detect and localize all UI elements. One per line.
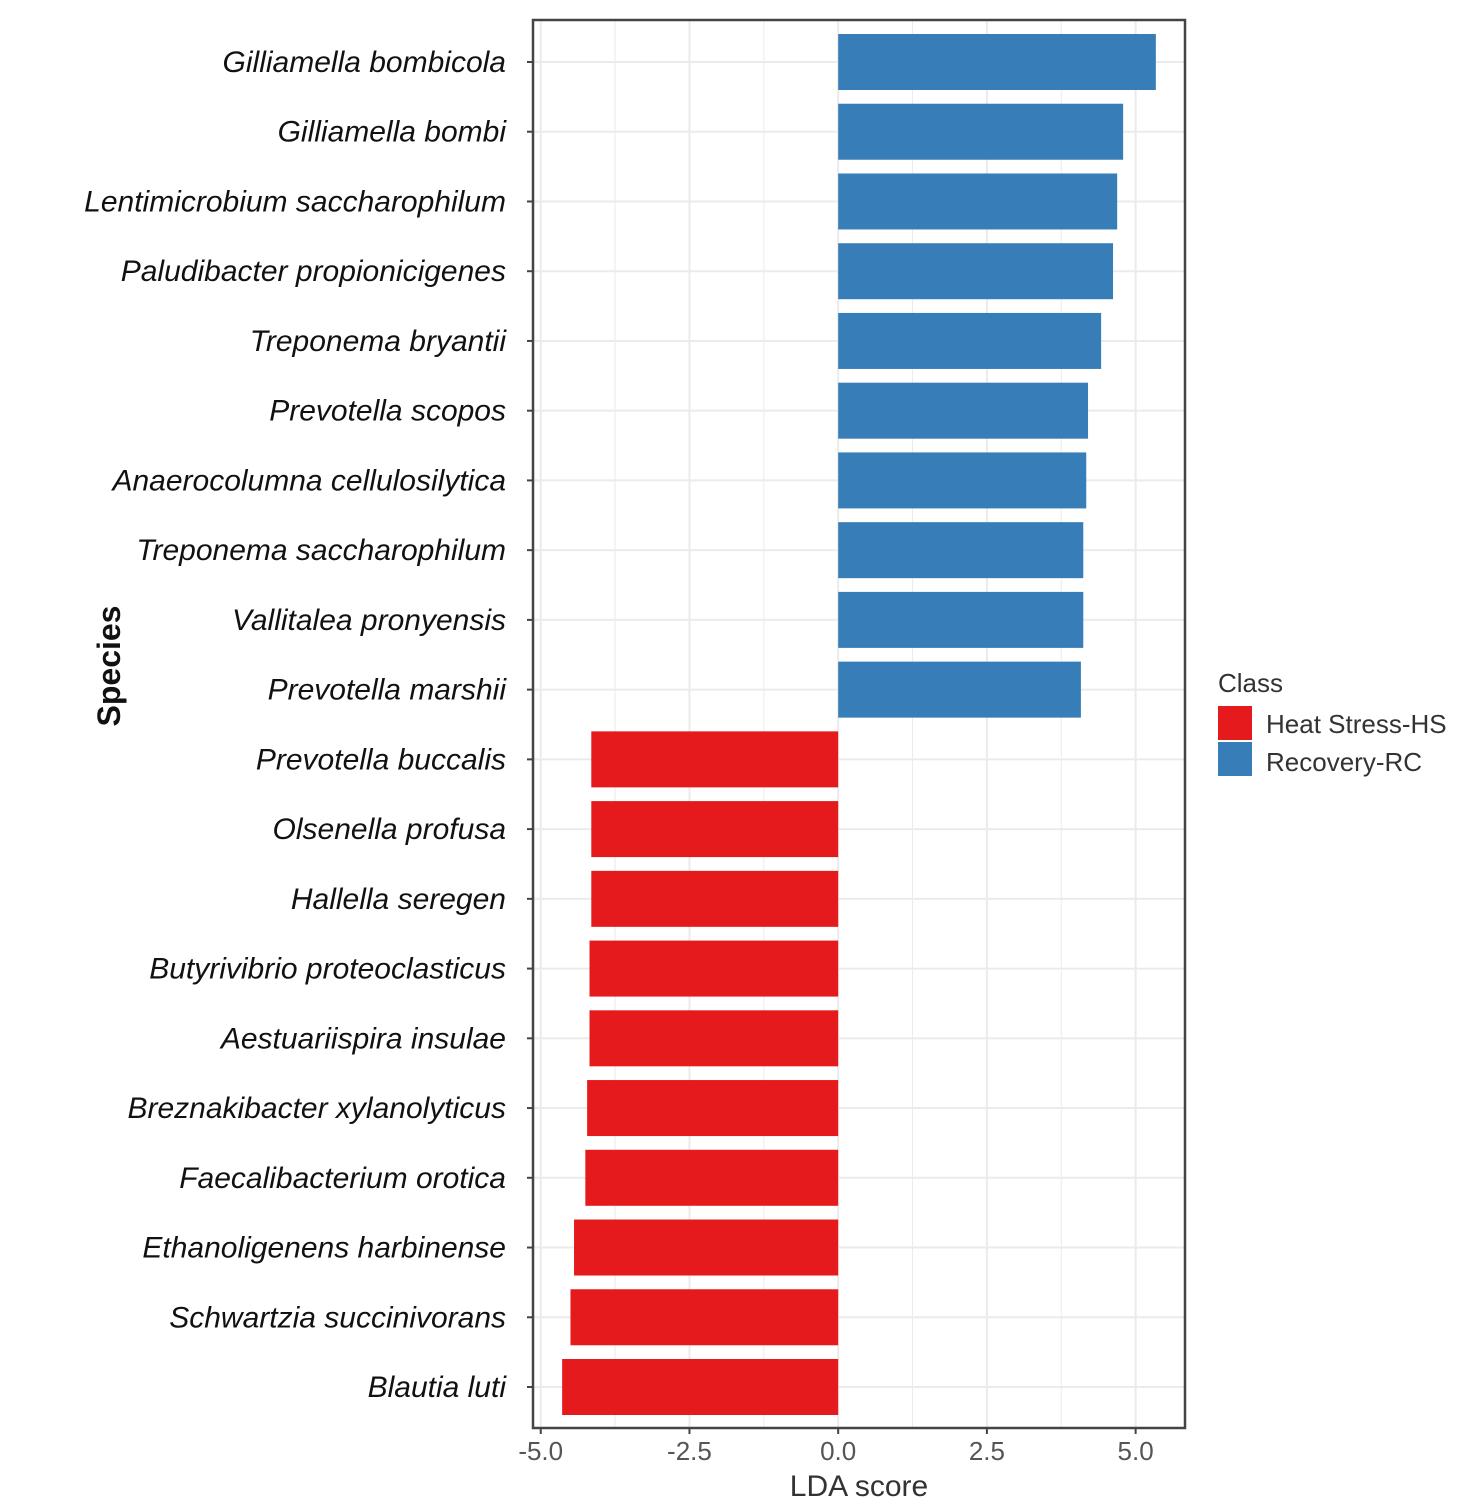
x-tick-label: -2.5 — [667, 1436, 712, 1466]
x-tick-label: -5.0 — [518, 1436, 563, 1466]
bar-breznakibacter-xylanolyticus — [587, 1080, 839, 1137]
bar-treponema-bryantii — [838, 312, 1102, 369]
bar-ethanoligenens-harbinense — [574, 1219, 839, 1276]
bar-butyrivibrio-proteoclasticus — [589, 940, 839, 997]
bar-olsenella-profusa — [591, 801, 839, 858]
bar-faecalibacterium-orotica — [585, 1149, 839, 1206]
y-tick-label: Treponema bryantii — [250, 325, 508, 358]
y-tick-label: Blautia luti — [368, 1371, 508, 1404]
y-tick-label: Prevotella marshii — [268, 674, 508, 707]
y-tick-label: Butyrivibrio proteoclasticus — [149, 953, 506, 986]
bar-treponema-saccharophilum — [838, 522, 1084, 579]
legend: Class Heat Stress-HS Recovery-RC — [1218, 668, 1447, 777]
y-tick-label: Olsenella profusa — [273, 813, 506, 846]
bar-paludibacter-propionicigenes — [838, 243, 1114, 300]
bar-gilliamella-bombicola — [838, 34, 1156, 90]
legend-label-heat-stress: Heat Stress-HS — [1266, 709, 1447, 739]
y-tick-label: Gilliamella bombicola — [223, 46, 506, 79]
x-axis-title: LDA score — [790, 1470, 928, 1503]
y-tick-label: Prevotella buccalis — [256, 743, 506, 776]
y-tick-label: Schwartzia succinivorans — [169, 1301, 506, 1334]
legend-swatch-recovery — [1218, 742, 1252, 776]
y-tick-label: Prevotella scopos — [269, 395, 506, 428]
y-tick-label: Vallitalea pronyensis — [232, 604, 506, 637]
y-tick-label: Ethanoligenens harbinense — [142, 1232, 506, 1265]
y-tick-label: Breznakibacter xylanolyticus — [127, 1092, 506, 1125]
bar-anaerocolumna-cellulosilytica — [838, 452, 1087, 509]
bar-gilliamella-bombi — [838, 103, 1124, 160]
bar-lentimicrobium-saccharophilum — [838, 173, 1118, 230]
x-tick-label: 2.5 — [969, 1436, 1005, 1466]
legend-label-recovery: Recovery-RC — [1266, 747, 1422, 777]
y-tick-label: Hallella seregen — [291, 883, 506, 916]
bars — [562, 34, 1156, 1415]
plot-panel-bg — [533, 20, 1185, 1428]
legend-swatch-heat-stress — [1218, 706, 1252, 740]
plot-panel-border — [531, 18, 1187, 1430]
y-tick-label: Faecalibacterium orotica — [179, 1162, 506, 1195]
bar-schwartzia-succinivorans — [570, 1289, 839, 1346]
y-tick-label: Gilliamella bombi — [278, 116, 508, 149]
y-tick-label: Paludibacter propionicigenes — [121, 255, 506, 288]
bar-blautia-luti — [562, 1359, 839, 1415]
bar-prevotella-scopos — [838, 382, 1089, 439]
y-axis-title: Species — [91, 606, 127, 727]
legend-title: Class — [1218, 668, 1283, 698]
x-tick-label: 5.0 — [1118, 1436, 1154, 1466]
y-tick-label: Lentimicrobium saccharophilum — [84, 185, 506, 218]
x-tick-label: 0.0 — [820, 1436, 856, 1466]
y-tick-label: Aestuariispira insulae — [219, 1022, 506, 1055]
y-tick-label: Anaerocolumna cellulosilytica — [110, 464, 506, 497]
x-tick-labels: -5.0 -2.5 0.0 2.5 5.0 — [518, 1428, 1154, 1466]
bar-hallella-seregen — [591, 870, 839, 927]
y-tick-label: Treponema saccharophilum — [136, 534, 506, 567]
bar-vallitalea-pronyensis — [838, 591, 1084, 648]
y-tick-labels: Gilliamella bombicola Gilliamella bombi Le… — [84, 46, 533, 1404]
bar-prevotella-marshii — [838, 661, 1081, 718]
bar-aestuariispira-insulae — [589, 1010, 839, 1067]
bar-prevotella-buccalis — [591, 731, 839, 788]
